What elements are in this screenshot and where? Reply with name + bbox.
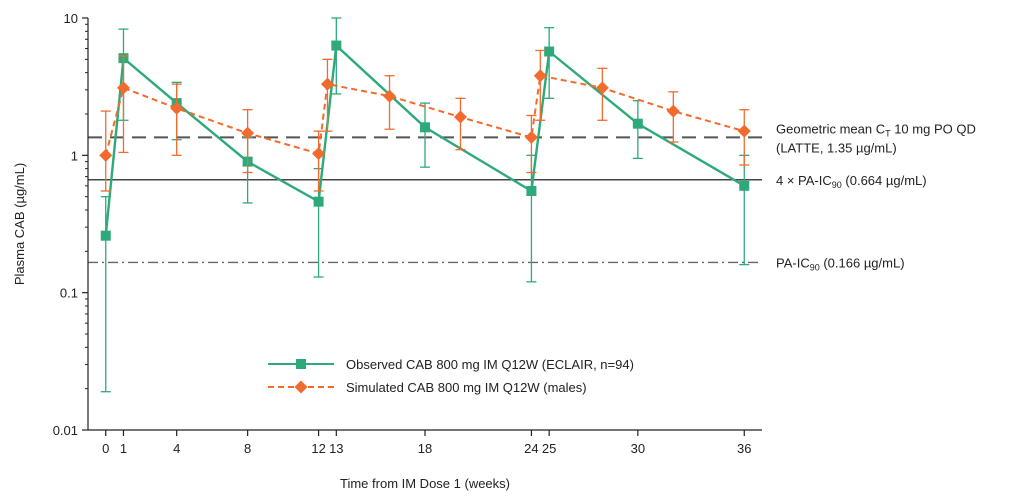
legend-label: Observed CAB 800 mg IM Q12W (ECLAIR, n=9… <box>346 357 634 372</box>
x-tick-label: 13 <box>329 441 343 456</box>
x-axis-title: Time from IM Dose 1 (weeks) <box>340 476 510 491</box>
x-tick-label: 36 <box>737 441 751 456</box>
series-observed <box>100 17 750 393</box>
data-point-square <box>739 180 750 191</box>
legend: Observed CAB 800 mg IM Q12W (ECLAIR, n=9… <box>268 357 634 395</box>
data-point-square <box>331 40 342 51</box>
x-tick-label: 12 <box>311 441 325 456</box>
ref-label-four-pa-ic90: 4 × PA-IC90 (0.664 µg/mL) <box>776 173 927 190</box>
x-tick-label: 18 <box>418 441 432 456</box>
x-tick-label: 30 <box>631 441 645 456</box>
data-point-diamond <box>524 130 538 144</box>
reference-lines: Geometric mean CT 10 mg PO QD (LATTE, 1.3… <box>88 121 976 272</box>
x-tick-label: 1 <box>120 441 127 456</box>
data-point-diamond <box>666 104 680 118</box>
series-simulated <box>99 49 751 192</box>
data-point-diamond <box>383 89 397 103</box>
data-point-square <box>544 46 555 57</box>
data-point-diamond <box>737 124 751 138</box>
data-point-diamond <box>116 81 130 95</box>
legend-item-simulated: Simulated CAB 800 mg IM Q12W (males) <box>268 380 587 395</box>
data-point-square <box>420 122 430 133</box>
x-tick-label: 4 <box>173 441 180 456</box>
data-point-square <box>100 230 111 241</box>
x-tick-label: 24 <box>524 441 538 456</box>
y-tick-label: 1 <box>71 148 78 163</box>
ref-label-pa-ic90: PA-IC90 (0.166 µg/mL) <box>776 255 905 272</box>
ref-label-geometric-mean-ct-line2: (LATTE, 1.35 µg/mL) <box>776 140 897 155</box>
data-point-diamond <box>170 101 184 115</box>
y-axis-title: Plasma CAB (µg/mL) <box>12 163 27 285</box>
data-point-diamond <box>533 69 547 83</box>
series-layer <box>99 17 751 393</box>
data-point-square <box>526 185 537 196</box>
data-point-diamond <box>320 77 334 91</box>
y-tick-label: 0.01 <box>53 423 78 438</box>
data-point-diamond <box>453 110 467 124</box>
legend-item-observed: Observed CAB 800 mg IM Q12W (ECLAIR, n=9… <box>268 357 634 372</box>
ref-label-geometric-mean-ct: Geometric mean CT 10 mg PO QD <box>776 121 976 138</box>
data-point-diamond <box>595 81 609 95</box>
legend-marker-square <box>296 359 306 369</box>
data-point-diamond <box>312 147 326 161</box>
x-tick-label: 0 <box>102 441 109 456</box>
data-point-diamond <box>99 148 113 162</box>
x-tick-label: 8 <box>244 441 251 456</box>
data-point-square <box>313 196 324 207</box>
data-point-diamond <box>241 126 255 140</box>
y-tick-label: 10 <box>64 11 78 26</box>
legend-marker-diamond <box>294 380 308 394</box>
y-tick-label: 0.1 <box>60 286 78 301</box>
x-tick-label: 25 <box>542 441 556 456</box>
legend-label: Simulated CAB 800 mg IM Q12W (males) <box>346 380 587 395</box>
data-point-square <box>632 118 643 129</box>
